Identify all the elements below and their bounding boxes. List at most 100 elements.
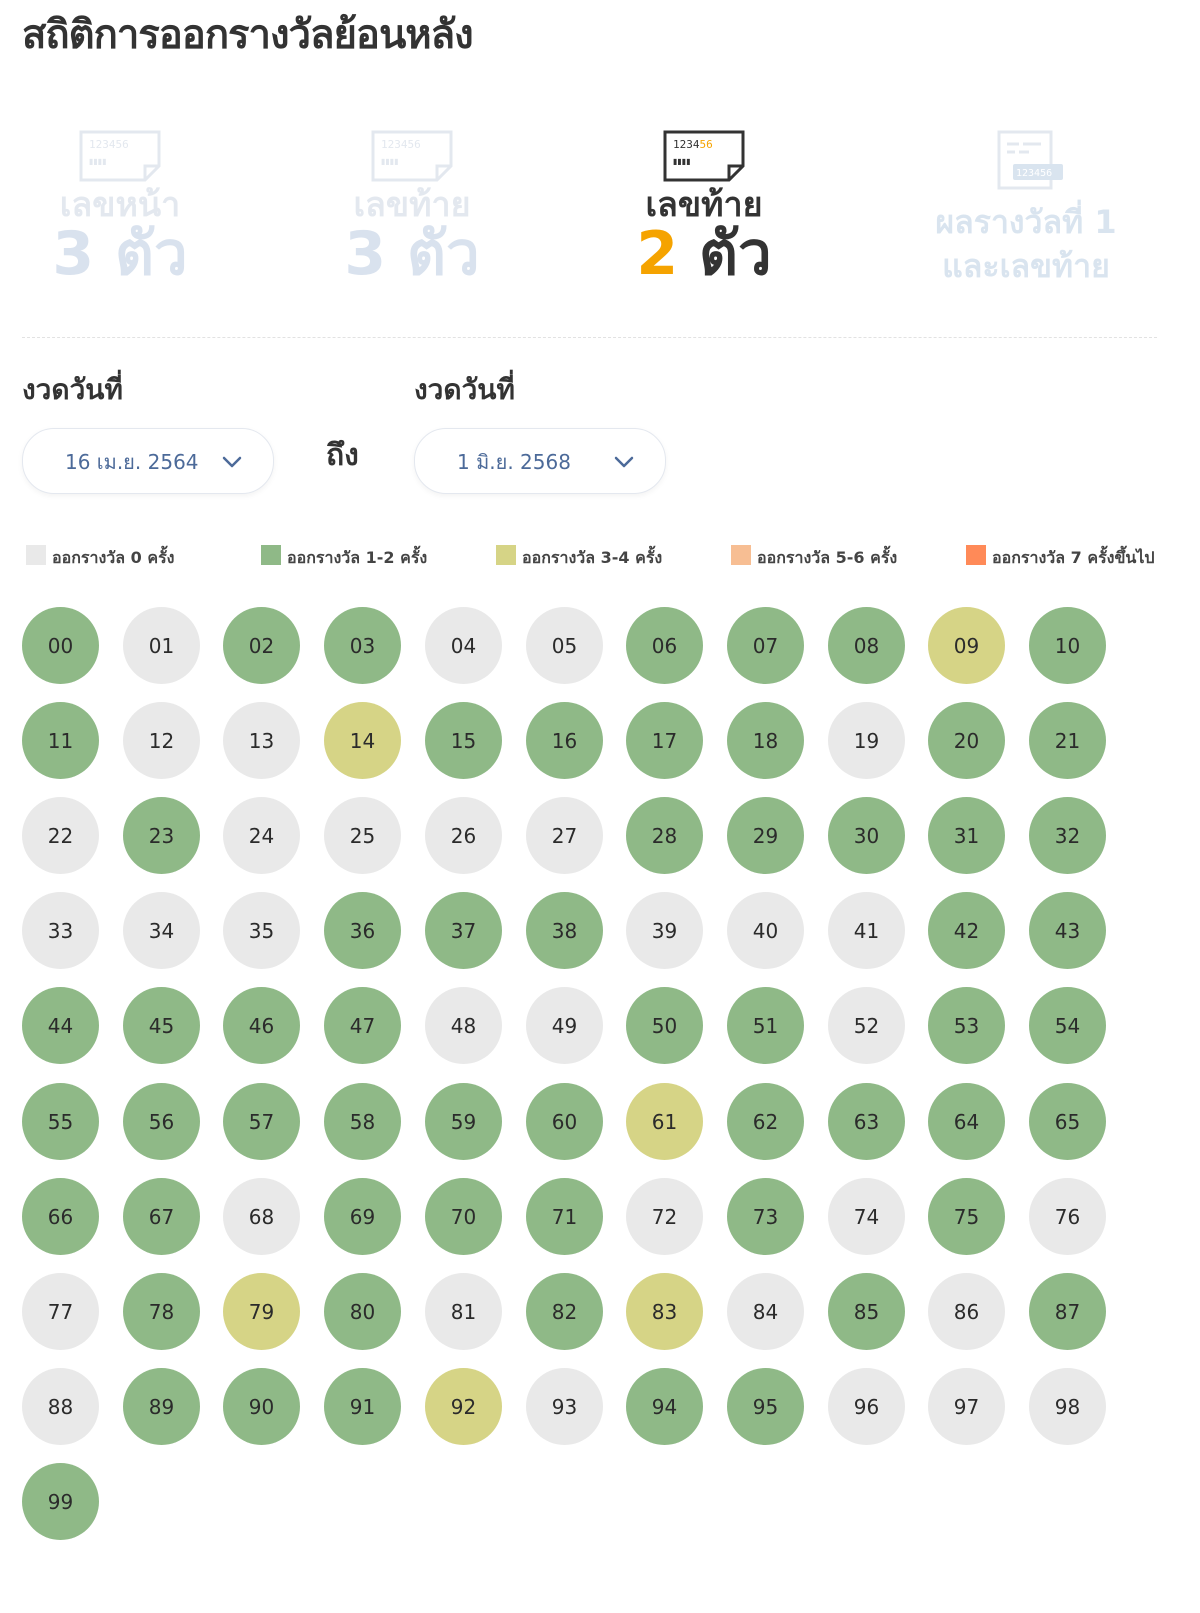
number-ball[interactable]: 44 [22,987,99,1064]
number-ball[interactable]: 70 [425,1178,502,1255]
number-ball[interactable]: 78 [123,1273,200,1350]
number-ball[interactable]: 10 [1029,607,1106,684]
number-ball[interactable]: 65 [1029,1083,1106,1160]
number-ball[interactable]: 68 [223,1178,300,1255]
number-ball[interactable]: 06 [626,607,703,684]
number-ball[interactable]: 16 [526,702,603,779]
number-ball[interactable]: 90 [223,1368,300,1445]
number-ball[interactable]: 15 [425,702,502,779]
number-ball[interactable]: 04 [425,607,502,684]
number-ball[interactable]: 46 [223,987,300,1064]
number-ball[interactable]: 19 [828,702,905,779]
number-ball[interactable]: 86 [928,1273,1005,1350]
number-ball[interactable]: 64 [928,1083,1005,1160]
number-ball[interactable]: 36 [324,892,401,969]
number-ball[interactable]: 27 [526,797,603,874]
number-ball[interactable]: 47 [324,987,401,1064]
number-ball[interactable]: 59 [425,1083,502,1160]
number-ball[interactable]: 66 [22,1178,99,1255]
number-ball[interactable]: 51 [727,987,804,1064]
number-ball[interactable]: 82 [526,1273,603,1350]
number-ball[interactable]: 13 [223,702,300,779]
number-ball[interactable]: 76 [1029,1178,1106,1255]
number-ball[interactable]: 89 [123,1368,200,1445]
number-ball[interactable]: 32 [1029,797,1106,874]
number-ball[interactable]: 60 [526,1083,603,1160]
number-ball[interactable]: 73 [727,1178,804,1255]
number-ball[interactable]: 62 [727,1083,804,1160]
number-ball[interactable]: 87 [1029,1273,1106,1350]
number-ball[interactable]: 84 [727,1273,804,1350]
number-ball[interactable]: 79 [223,1273,300,1350]
number-ball[interactable]: 56 [123,1083,200,1160]
number-ball[interactable]: 94 [626,1368,703,1445]
number-ball[interactable]: 88 [22,1368,99,1445]
number-ball[interactable]: 49 [526,987,603,1064]
number-ball[interactable]: 37 [425,892,502,969]
number-ball[interactable]: 42 [928,892,1005,969]
number-ball[interactable]: 97 [928,1368,1005,1445]
number-ball[interactable]: 29 [727,797,804,874]
number-ball[interactable]: 21 [1029,702,1106,779]
number-ball[interactable]: 31 [928,797,1005,874]
number-ball[interactable]: 23 [123,797,200,874]
number-ball[interactable]: 43 [1029,892,1106,969]
number-ball[interactable]: 50 [626,987,703,1064]
number-ball[interactable]: 54 [1029,987,1106,1064]
tab-last-2-digits[interactable]: 123456 ▮▮▮▮ เลขท้าย 2 ตัว [584,120,824,300]
number-ball[interactable]: 63 [828,1083,905,1160]
number-ball[interactable]: 53 [928,987,1005,1064]
number-ball[interactable]: 99 [22,1463,99,1540]
number-ball[interactable]: 96 [828,1368,905,1445]
number-ball[interactable]: 91 [324,1368,401,1445]
number-ball[interactable]: 26 [425,797,502,874]
number-ball[interactable]: 33 [22,892,99,969]
number-ball[interactable]: 48 [425,987,502,1064]
number-ball[interactable]: 67 [123,1178,200,1255]
number-ball[interactable]: 20 [928,702,1005,779]
number-ball[interactable]: 95 [727,1368,804,1445]
number-ball[interactable]: 74 [828,1178,905,1255]
number-ball[interactable]: 81 [425,1273,502,1350]
number-ball[interactable]: 93 [526,1368,603,1445]
number-ball[interactable]: 92 [425,1368,502,1445]
number-ball[interactable]: 22 [22,797,99,874]
tab-first-prize-and-last[interactable]: 123456 ผลรางวัลที่ 1 และเลขท้าย [896,120,1156,300]
tab-last-3-digits[interactable]: 123456 ▮▮▮▮ เลขท้าย 3 ตัว [292,120,532,300]
number-ball[interactable]: 01 [123,607,200,684]
number-ball[interactable]: 45 [123,987,200,1064]
number-ball[interactable]: 09 [928,607,1005,684]
number-ball[interactable]: 85 [828,1273,905,1350]
number-ball[interactable]: 83 [626,1273,703,1350]
number-ball[interactable]: 71 [526,1178,603,1255]
number-ball[interactable]: 57 [223,1083,300,1160]
number-ball[interactable]: 80 [324,1273,401,1350]
number-ball[interactable]: 38 [526,892,603,969]
number-ball[interactable]: 25 [324,797,401,874]
tab-front-3-digits[interactable]: 123456 ▮▮▮▮ เลขหน้า 3 ตัว [0,120,240,300]
number-ball[interactable]: 17 [626,702,703,779]
number-ball[interactable]: 02 [223,607,300,684]
number-ball[interactable]: 18 [727,702,804,779]
number-ball[interactable]: 11 [22,702,99,779]
number-ball[interactable]: 39 [626,892,703,969]
number-ball[interactable]: 58 [324,1083,401,1160]
number-ball[interactable]: 24 [223,797,300,874]
number-ball[interactable]: 72 [626,1178,703,1255]
number-ball[interactable]: 98 [1029,1368,1106,1445]
number-ball[interactable]: 41 [828,892,905,969]
number-ball[interactable]: 28 [626,797,703,874]
number-ball[interactable]: 55 [22,1083,99,1160]
number-ball[interactable]: 77 [22,1273,99,1350]
number-ball[interactable]: 52 [828,987,905,1064]
number-ball[interactable]: 40 [727,892,804,969]
number-ball[interactable]: 12 [123,702,200,779]
number-ball[interactable]: 07 [727,607,804,684]
from-date-select[interactable]: 16 เม.ย. 2564 [22,428,274,494]
number-ball[interactable]: 69 [324,1178,401,1255]
number-ball[interactable]: 30 [828,797,905,874]
number-ball[interactable]: 35 [223,892,300,969]
number-ball[interactable]: 61 [626,1083,703,1160]
number-ball[interactable]: 00 [22,607,99,684]
number-ball[interactable]: 08 [828,607,905,684]
